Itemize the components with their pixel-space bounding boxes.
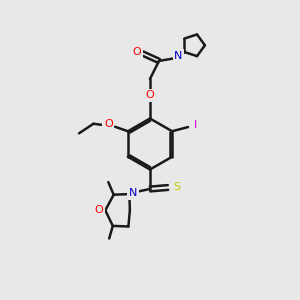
Text: O: O <box>104 119 113 129</box>
Text: I: I <box>194 120 197 130</box>
Text: O: O <box>133 47 142 57</box>
Text: O: O <box>146 90 154 100</box>
Text: S: S <box>173 182 181 193</box>
Text: N: N <box>129 188 137 198</box>
Text: N: N <box>174 50 183 61</box>
Text: O: O <box>94 205 103 215</box>
